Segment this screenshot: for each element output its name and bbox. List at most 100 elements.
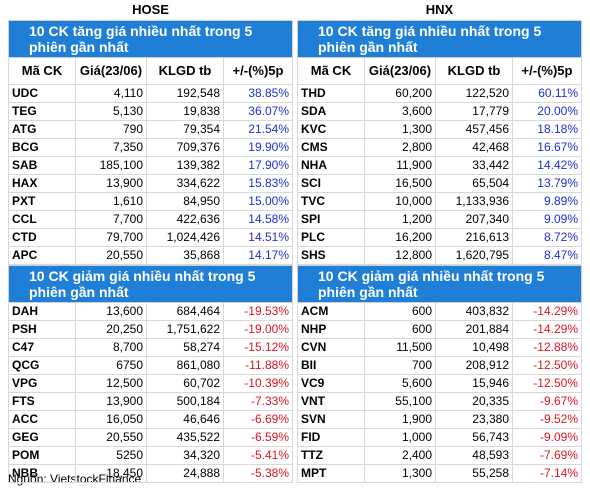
cell: -9.67% [512,393,582,410]
cell: 33,442 [435,157,512,174]
cell: -9.09% [512,429,582,446]
cell: 6750 [75,357,146,374]
column-header: Mã CK Giá(23/06) KLGD tb +/-(%)5p [297,58,582,85]
stock-row: NHA 11,900 33,442 14.42% [297,157,582,175]
cell: 34,320 [146,447,223,464]
cell: 16,200 [364,229,435,246]
cell: 14.58% [223,211,293,228]
cell: 403,832 [435,303,512,320]
cell: 139,382 [146,157,223,174]
stock-row: DAH 13,600 684,464 -19.53% [8,303,293,321]
cell: 700 [364,357,435,374]
cell: 55,258 [435,465,512,482]
exchange-title: HOSE [132,2,169,17]
cell: -5.38% [223,465,293,482]
cell: 1,620,795 [435,247,512,264]
cell: 60.11% [512,85,582,102]
cell: DAH [8,303,75,320]
cell: 42,468 [435,139,512,156]
cell: 38.85% [223,85,293,102]
cell: 5,130 [75,103,146,120]
cell: 1,300 [364,465,435,482]
cell: 1,000 [364,429,435,446]
cell: 12,500 [75,375,146,392]
section-title: 10 CK giảm giá nhiều nhất trong 5 phiên … [8,265,293,303]
cell: 20,250 [75,321,146,338]
stock-row: HAX 13,900 334,622 15.83% [8,175,293,193]
stock-row: SVN 1,900 23,380 -9.52% [297,411,582,429]
cell: 790 [75,121,146,138]
cell: CMS [297,139,364,156]
cell: 20.00% [512,103,582,120]
stock-row: ACC 16,050 46,646 -6.69% [8,411,293,429]
cell: -6.59% [223,429,293,446]
cell: 7,350 [75,139,146,156]
stock-row: KVC 1,300 457,456 18.18% [297,121,582,139]
cell: PLC [297,229,364,246]
cell: ACC [8,411,75,428]
column-label: KLGD tb [146,58,223,84]
cell: 334,622 [146,175,223,192]
cell: 208,912 [435,357,512,374]
cell: 1,200 [364,211,435,228]
cell: -19.00% [223,321,293,338]
column-label: Giá(23/06) [75,58,146,84]
cell: CCL [8,211,75,228]
cell: 1,751,622 [146,321,223,338]
stock-row: SHS 12,800 1,620,795 8.47% [297,247,582,265]
cell: C47 [8,339,75,356]
cell: 15.00% [223,193,293,210]
cell: 48,593 [435,447,512,464]
stock-list: UDC 4,110 192,548 38.85% TEG 5,130 19,838 36.07… [8,85,293,265]
cell: 13,600 [75,303,146,320]
exchange-title: HNX [425,2,454,17]
cell: 207,340 [435,211,512,228]
stock-row: NHP 600 201,884 -14.29% [297,321,582,339]
stock-row: PSH 20,250 1,751,622 -19.00% [8,321,293,339]
cell: APC [8,247,75,264]
cell: 55,100 [364,393,435,410]
cell: 684,464 [146,303,223,320]
cell: 12,800 [364,247,435,264]
stock-row: MPT 1,300 55,258 -7.14% [297,465,582,483]
section-title: 10 CK tăng giá nhiều nhất trong 5 phiên … [8,20,293,58]
cell: CTD [8,229,75,246]
cell: 8.72% [512,229,582,246]
cell: 8.47% [512,247,582,264]
cell: -14.29% [512,321,582,338]
cell: 17.90% [223,157,293,174]
cell: 19,838 [146,103,223,120]
stock-row: FID 1,000 56,743 -9.09% [297,429,582,447]
cell: -15.12% [223,339,293,356]
exchange-panel: HNX 10 CK tăng giá nhiều nhất trong 5 phi… [297,0,582,483]
cell: -14.29% [512,303,582,320]
cell: 13,900 [75,393,146,410]
stock-row: ACM 600 403,832 -14.29% [297,303,582,321]
stock-row: SCI 16,500 65,504 13.79% [297,175,582,193]
cell: BII [297,357,364,374]
cell: 14.42% [512,157,582,174]
cell: 10,498 [435,339,512,356]
cell: 7,700 [75,211,146,228]
stock-row: TEG 5,130 19,838 36.07% [8,103,293,121]
cell: NHP [297,321,364,338]
cell: -11.88% [223,357,293,374]
stock-row: NBB 18,450 24,888 -5.38% [8,465,293,483]
cell: 21.54% [223,121,293,138]
cell: 216,613 [435,229,512,246]
cell: 122,520 [435,85,512,102]
stock-row: VPG 12,500 60,702 -10.39% [8,375,293,393]
cell: SDA [297,103,364,120]
stock-row: ATG 790 79,354 21.54% [8,121,293,139]
cell: 14.17% [223,247,293,264]
cell: FTS [8,393,75,410]
cell: ACM [297,303,364,320]
cell: 36.07% [223,103,293,120]
column-label: +/-(%)5p [512,58,582,84]
column-label: +/-(%)5p [223,58,293,84]
stock-row: CMS 2,800 42,468 16.67% [297,139,582,157]
cell: 192,548 [146,85,223,102]
cell: 500,184 [146,393,223,410]
cell: 185,100 [75,157,146,174]
cell: 1,300 [364,121,435,138]
